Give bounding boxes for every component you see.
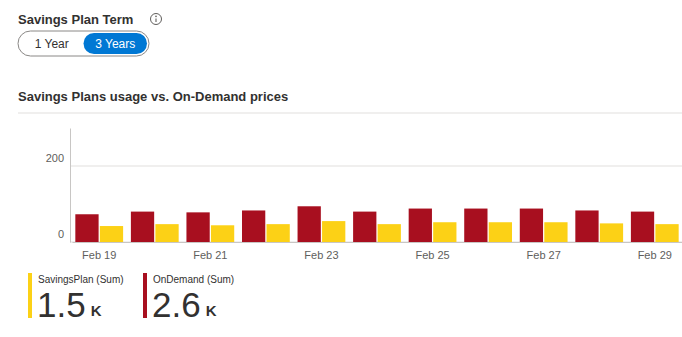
series-bars: [75, 206, 654, 242]
bar: [155, 224, 178, 242]
info-icon-circle: [151, 14, 162, 25]
y-tick-label: 0: [58, 228, 64, 240]
chart-title: Savings Plans usage vs. On-Demand prices: [18, 89, 288, 104]
bar: [544, 222, 567, 242]
legend-item[interactable]: OnDemand (Sum)2.6 K: [143, 273, 234, 324]
bar: [211, 225, 234, 242]
x-tick-label: Feb 27: [527, 249, 561, 261]
bar: [378, 224, 401, 242]
y-tick: 0: [58, 228, 70, 243]
bar: [600, 223, 623, 242]
x-tick: Feb 27: [527, 242, 561, 261]
x-tick-label: Feb 19: [82, 249, 116, 261]
legend-label: OnDemand (Sum): [153, 274, 234, 285]
legend-label: SavingsPlan (Sum): [38, 274, 124, 285]
bar: [575, 210, 598, 242]
title-separator: [18, 113, 682, 114]
x-tick: Feb 21: [193, 242, 227, 261]
bar: [631, 212, 654, 242]
bar: [464, 209, 487, 242]
bar: [100, 226, 123, 242]
control-label: Savings Plan Term: [18, 12, 133, 27]
y-axis-line: [70, 129, 71, 243]
legend-sum: 1.5: [37, 285, 86, 324]
legend-sum-unit: K: [91, 302, 102, 319]
x-tick: Feb 29: [638, 242, 672, 261]
x-tick: Feb 23: [304, 242, 338, 261]
bar: [353, 212, 376, 242]
toggle-frame: [18, 31, 149, 56]
toggle-option[interactable]: 1 Year: [35, 37, 69, 51]
legend-swatch: [28, 273, 32, 318]
legend-swatch: [143, 273, 147, 318]
bars: [75, 206, 678, 242]
info-icon-stem: [155, 19, 156, 23]
bar: [242, 210, 265, 242]
x-axis: Feb 19 Feb 21 Feb 23 Feb 25 Feb 27 Feb 29: [73, 242, 682, 261]
x-tick-label: Feb 29: [638, 249, 672, 261]
bar: [75, 214, 98, 242]
toggle-selected[interactable]: [84, 33, 148, 54]
bar: [489, 222, 512, 242]
legend-sum-unit: K: [206, 302, 217, 319]
grid: [70, 166, 682, 242]
bar: [433, 222, 456, 242]
x-tick: Feb 19: [82, 242, 116, 261]
legend-item[interactable]: SavingsPlan (Sum)1.5 K: [28, 273, 124, 324]
x-axis-line: [73, 242, 682, 243]
legend: SavingsPlan (Sum)1.5 K OnDemand (Sum)2.6 K: [28, 273, 234, 324]
y-tick: 200: [46, 152, 70, 167]
series-bars: [100, 221, 679, 242]
legend-sum: 2.6: [152, 285, 201, 324]
page: Savings Plan Term 1 Year 3 Years Savings Pl…: [0, 0, 682, 337]
bar: [267, 224, 290, 242]
y-axis: 0 200: [46, 129, 71, 243]
bar: [131, 212, 154, 242]
x-tick-label: Feb 23: [304, 249, 338, 261]
bar: [186, 212, 209, 242]
grid-line: [70, 166, 682, 167]
bar: [655, 224, 678, 242]
info-icon-dot: [155, 16, 157, 18]
x-tick-label: Feb 25: [415, 249, 449, 261]
bar: [520, 209, 543, 242]
bar: [322, 221, 345, 242]
info-icon[interactable]: [151, 14, 162, 25]
y-tick-label: 200: [46, 152, 64, 164]
x-tick: Feb 25: [415, 242, 449, 261]
bar: [298, 206, 321, 242]
bar: [409, 209, 432, 242]
x-tick-label: Feb 21: [193, 249, 227, 261]
toggle-option[interactable]: 3 Years: [95, 37, 135, 51]
term-toggle: 1 Year 3 Years: [18, 31, 149, 56]
